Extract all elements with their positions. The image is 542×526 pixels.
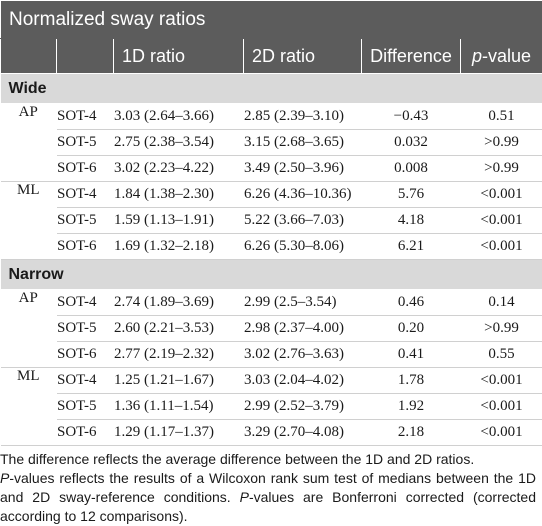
ratio-1d-cell: 1.29 (1.17–1.37) — [113, 419, 244, 446]
section-header: Narrow — [0, 259, 542, 290]
sot-cell: SOT-5 — [56, 129, 114, 156]
ratio-1d-cell: 2.60 (2.21–3.53) — [113, 315, 244, 342]
header-axis — [0, 38, 57, 74]
axis-label: AP — [0, 289, 57, 368]
axis-label: ML — [0, 181, 57, 260]
table-row: SOT-5 1.59 (1.13–1.91) 5.22 (3.66–7.03) 4.1… — [1, 207, 542, 234]
sot-cell: SOT-4 — [56, 289, 114, 316]
ratio-1d-cell: 1.25 (1.21–1.67) — [113, 367, 244, 394]
table-row: SOT-6 2.77 (2.19–2.32) 3.02 (2.76–3.63) 0.4… — [1, 341, 542, 368]
p-value-cell: 0.51 — [460, 103, 542, 130]
p-value-cell: <0.001 — [460, 181, 542, 208]
header-p-italic: p — [471, 45, 482, 66]
ratio-1d-cell: 1.59 (1.13–1.91) — [113, 207, 244, 234]
p-value-cell: >0.99 — [460, 129, 542, 156]
table-row: ML SOT-4 1.25 (1.21–1.67) 3.03 (2.04–4.02) 1… — [0, 367, 542, 446]
ratio-2d-cell: 3.29 (2.70–4.08) — [243, 419, 362, 446]
difference-cell: 6.21 — [361, 233, 461, 260]
sot-cell: SOT-4 — [56, 103, 114, 130]
ratio-2d-cell: 2.98 (2.37–4.00) — [243, 315, 362, 342]
sway-ratio-table: Normalized sway ratios 1D ratio 2D ratio… — [0, 0, 542, 446]
header-p-rest: -value — [481, 45, 532, 66]
ratio-2d-cell: 2.99 (2.5–3.54) — [243, 289, 362, 316]
table-title: Normalized sway ratios — [0, 0, 542, 39]
sot-cell: SOT-5 — [56, 393, 114, 420]
difference-cell: 4.18 — [361, 207, 461, 234]
table-row: AP SOT-4 3.03 (2.64–3.66) 2.85 (2.39–3.10) −… — [0, 103, 542, 182]
footnote-line-1: The difference reflects the average diff… — [0, 451, 475, 467]
sot-cell: SOT-4 — [56, 367, 114, 394]
p-value-cell: >0.99 — [460, 155, 542, 182]
ratio-2d-cell: 3.03 (2.04–4.02) — [243, 367, 362, 394]
table-row: SOT-6 1.29 (1.17–1.37) 3.29 (2.70–4.08) 2.1… — [1, 419, 542, 446]
ratio-1d-cell: 3.03 (2.64–3.66) — [113, 103, 244, 130]
table-row: SOT-6 1.69 (1.32–2.18) 6.26 (5.30–8.06) 6.2… — [1, 233, 542, 260]
footnote-p-italic: P — [0, 470, 10, 486]
sot-cell: SOT-5 — [56, 207, 114, 234]
sot-cell: SOT-6 — [56, 341, 114, 368]
difference-cell: 0.20 — [361, 315, 461, 342]
footnote-line-2: P-values reflects the results of a Wilco… — [0, 469, 536, 526]
header-sot — [56, 38, 114, 74]
p-value-cell: >0.99 — [460, 315, 542, 342]
table-row: SOT-5 2.75 (2.38–3.54) 3.15 (2.68–3.65) 0.0… — [1, 129, 542, 156]
header-difference: Difference — [361, 38, 461, 74]
axis-label: ML — [0, 367, 57, 446]
difference-cell: 1.92 — [361, 393, 461, 420]
ratio-1d-cell: 1.84 (1.38–2.30) — [113, 181, 244, 208]
header-1d-ratio: 1D ratio — [113, 38, 244, 74]
table-row: SOT-5 2.60 (2.21–3.53) 2.98 (2.37–4.00) 0.2… — [1, 315, 542, 342]
ratio-1d-cell: 1.69 (1.32–2.18) — [113, 233, 244, 260]
ratio-2d-cell: 2.99 (2.52–3.79) — [243, 393, 362, 420]
ratio-2d-cell: 2.85 (2.39–3.10) — [243, 103, 362, 130]
footnote-line-3-text: -values are Bonferroni corrected (correc… — [0, 489, 536, 524]
header-2d-ratio: 2D ratio — [243, 38, 362, 74]
ratio-2d-cell: 5.22 (3.66–7.03) — [243, 207, 362, 234]
difference-cell: 0.41 — [361, 341, 461, 368]
table-body: Wide AP SOT-4 3.03 (2.64–3.66) 2.85 (2.39–3.… — [0, 73, 542, 446]
difference-cell: 2.18 — [361, 419, 461, 446]
sot-cell: SOT-6 — [56, 419, 114, 446]
ratio-2d-cell: 6.26 (5.30–8.06) — [243, 233, 362, 260]
footnote-p-italic-2: P — [239, 489, 249, 505]
difference-cell: 1.78 — [361, 367, 461, 394]
table-row: SOT-5 1.36 (1.11–1.54) 2.99 (2.52–3.79) 1.9… — [1, 393, 542, 420]
p-value-cell: <0.001 — [460, 419, 542, 446]
ratio-2d-cell: 3.15 (2.68–3.65) — [243, 129, 362, 156]
ratio-1d-cell: 2.74 (1.89–3.69) — [113, 289, 244, 316]
sot-cell: SOT-4 — [56, 181, 114, 208]
header-p-value: p-value — [460, 38, 542, 74]
ratio-1d-cell: 2.75 (2.38–3.54) — [113, 129, 244, 156]
ratio-2d-cell: 6.26 (4.36–10.36) — [243, 181, 362, 208]
section-header: Wide — [0, 73, 542, 104]
ratio-1d-cell: 3.02 (2.23–4.22) — [113, 155, 244, 182]
p-value-cell: 0.55 — [460, 341, 542, 368]
difference-cell: 5.76 — [361, 181, 461, 208]
footnote-line-2-text: -values reflects the results of a Wilcox… — [0, 470, 536, 505]
difference-cell: 0.46 — [361, 289, 461, 316]
ratio-2d-cell: 3.02 (2.76–3.63) — [243, 341, 362, 368]
p-value-cell: 0.14 — [460, 289, 542, 316]
axis-label: AP — [0, 103, 57, 182]
p-value-cell: <0.001 — [460, 393, 542, 420]
sot-cell: SOT-5 — [56, 315, 114, 342]
sot-cell: SOT-6 — [56, 233, 114, 260]
table-row: SOT-6 3.02 (2.23–4.22) 3.49 (2.50–3.96) 0.0… — [1, 155, 542, 182]
difference-cell: 0.008 — [361, 155, 461, 182]
ratio-1d-cell: 1.36 (1.11–1.54) — [113, 393, 244, 420]
sot-cell: SOT-6 — [56, 155, 114, 182]
p-value-cell: <0.001 — [460, 233, 542, 260]
table-row: ML SOT-4 1.84 (1.38–2.30) 6.26 (4.36–10.36)… — [0, 181, 542, 260]
p-value-cell: <0.001 — [460, 207, 542, 234]
table-row: AP SOT-4 2.74 (1.89–3.69) 2.99 (2.5–3.54) 0.… — [0, 289, 542, 368]
table-footnote: The difference reflects the average diff… — [0, 450, 536, 526]
ratio-1d-cell: 2.77 (2.19–2.32) — [113, 341, 244, 368]
difference-cell: −0.43 — [361, 103, 461, 130]
difference-cell: 0.032 — [361, 129, 461, 156]
p-value-cell: <0.001 — [460, 367, 542, 394]
ratio-2d-cell: 3.49 (2.50–3.96) — [243, 155, 362, 182]
